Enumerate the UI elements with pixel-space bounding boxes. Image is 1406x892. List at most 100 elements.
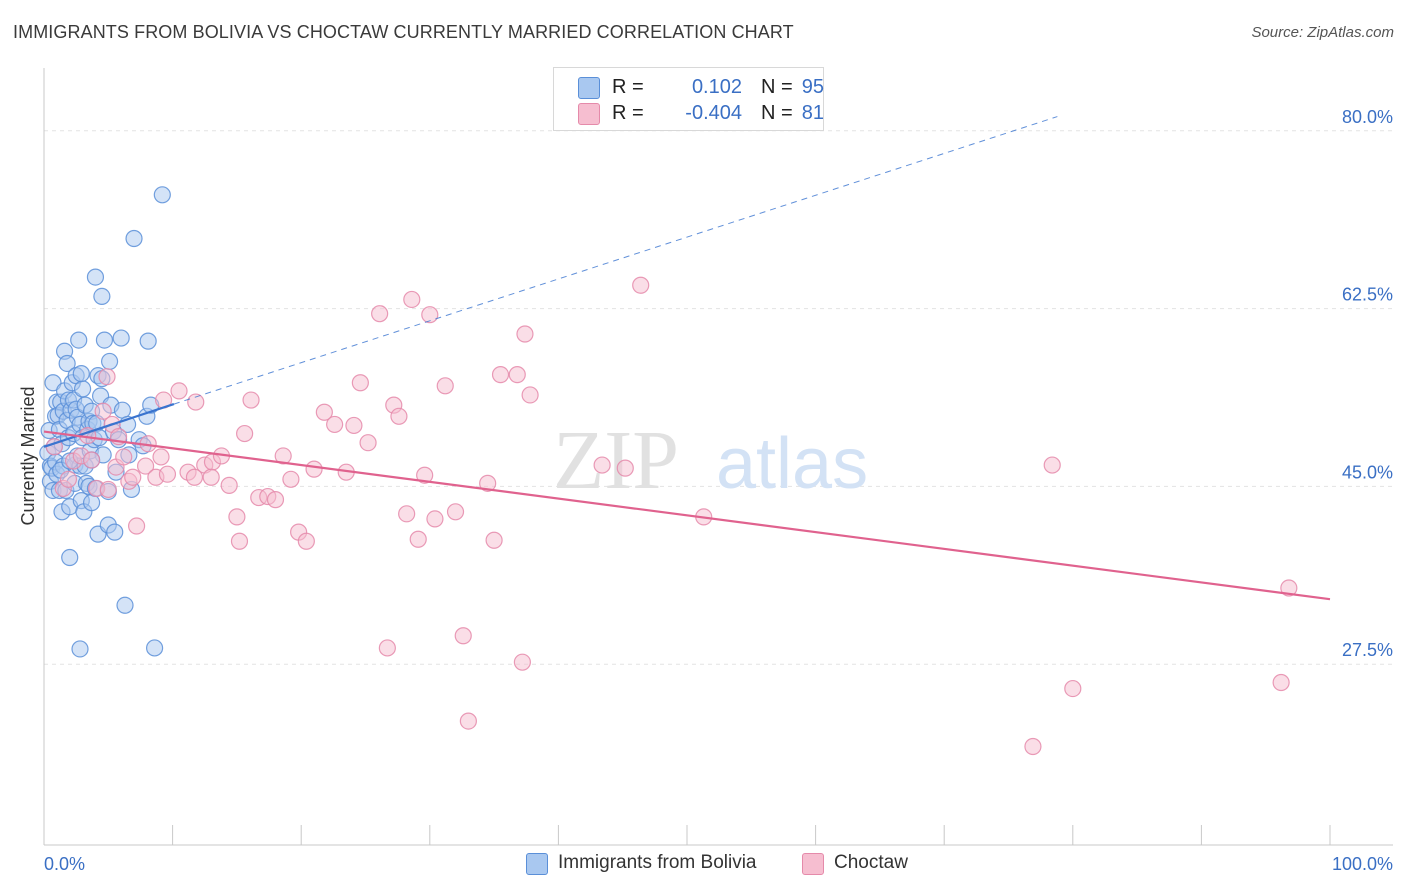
bolivia-point	[125, 229, 143, 248]
choctaw-swatch	[802, 853, 824, 875]
choctaw-point	[485, 531, 503, 549]
bolivia-point	[70, 331, 88, 349]
choctaw-point	[398, 505, 416, 523]
y-axis-label: Currently Married	[18, 386, 38, 525]
bolivia-trend-extension	[173, 116, 1058, 405]
r-label: R =	[612, 76, 644, 98]
bolivia-swatch	[526, 853, 548, 875]
n-value: 81	[801, 102, 824, 124]
choctaw-point	[202, 468, 220, 486]
choctaw-point	[115, 448, 133, 466]
choctaw-point	[459, 712, 477, 730]
bolivia-point	[71, 640, 89, 658]
choctaw-point	[593, 456, 611, 474]
bolivia-point	[61, 548, 79, 567]
tick-label-layer: 27.5% 45.0% 62.5% 80.0% 0.0% 100.0%	[44, 107, 1393, 874]
n-label: N =	[761, 102, 793, 124]
choctaw-swatch	[578, 103, 600, 125]
r-value: -0.404	[685, 102, 742, 124]
choctaw-point	[421, 306, 439, 324]
legend-label: Immigrants from Bolivia	[558, 852, 757, 873]
bolivia-point	[44, 374, 62, 392]
r-value: 0.102	[691, 76, 742, 98]
choctaw-point	[416, 466, 434, 484]
bolivia-point	[93, 287, 111, 306]
choctaw-point	[516, 325, 534, 343]
choctaw-point	[521, 386, 539, 404]
choctaw-point	[228, 508, 246, 526]
bolivia-point	[58, 354, 76, 373]
choctaw-point	[436, 377, 454, 395]
source-label: Source: ZipAtlas.com	[1251, 24, 1394, 41]
watermark-zip: ZIP	[553, 414, 679, 507]
choctaw-point	[152, 448, 170, 466]
choctaw-point	[127, 517, 146, 535]
x-tick-label: 0.0%	[44, 854, 85, 874]
choctaw-point	[1024, 737, 1042, 756]
choctaw-point	[158, 465, 177, 483]
choctaw-point	[426, 510, 444, 528]
choctaw-point	[230, 532, 249, 550]
watermark: ZIP atlas	[553, 414, 868, 507]
choctaw-point	[282, 470, 300, 488]
bolivia-point	[72, 365, 90, 383]
choctaw-point	[632, 276, 650, 294]
choctaw-point	[345, 416, 363, 435]
choctaw-point	[403, 290, 421, 309]
choctaw-trend-line	[43, 430, 1331, 601]
n-label: N =	[761, 76, 793, 98]
bolivia-trend-line	[43, 403, 175, 448]
choctaw-point	[315, 403, 333, 421]
correlation-legend: R = 0.102 N = 95 R = -0.404 N = 81	[553, 67, 824, 131]
choctaw-point	[1064, 679, 1082, 698]
choctaw-point	[513, 653, 531, 671]
bolivia-point	[86, 268, 105, 286]
choctaw-point	[136, 457, 155, 475]
series-legend: Immigrants from Bolivia Choctaw	[0, 850, 1406, 878]
choctaw-point	[508, 366, 526, 384]
points-layer	[39, 186, 1298, 756]
choctaw-point	[454, 627, 472, 645]
choctaw-point	[242, 391, 260, 409]
bolivia-point	[95, 331, 114, 349]
choctaw-point	[185, 468, 204, 486]
choctaw-point	[446, 503, 465, 521]
n-value: 95	[801, 76, 824, 98]
choctaw-point	[409, 530, 427, 548]
choctaw-point	[326, 415, 344, 434]
choctaw-point	[616, 459, 634, 477]
choctaw-point	[266, 491, 285, 509]
choctaw-point	[274, 447, 292, 465]
choctaw-point	[187, 393, 205, 411]
bolivia-point	[112, 329, 130, 347]
trend-layer	[43, 116, 1331, 601]
choctaw-point	[59, 470, 78, 488]
chart-title: IMMIGRANTS FROM BOLIVIA VS CHOCTAW CURRE…	[13, 22, 794, 42]
bolivia-point	[73, 380, 92, 398]
choctaw-point	[124, 468, 142, 486]
choctaw-point	[479, 474, 497, 492]
bolivia-point	[145, 639, 164, 657]
bolivia-point	[100, 352, 119, 371]
choctaw-point	[220, 476, 238, 494]
y-tick-label: 45.0%	[1342, 462, 1393, 482]
choctaw-point	[351, 374, 369, 392]
choctaw-point	[371, 305, 389, 323]
bolivia-point	[153, 186, 171, 204]
choctaw-point	[170, 382, 188, 400]
choctaw-point	[390, 407, 408, 425]
legend-label: Choctaw	[834, 852, 908, 873]
y-tick-label: 27.5%	[1342, 640, 1393, 660]
x-tick-label: 100.0%	[1332, 854, 1393, 874]
choctaw-point	[236, 424, 254, 443]
choctaw-point	[1280, 579, 1298, 597]
choctaw-point	[378, 639, 396, 657]
choctaw-point	[1272, 673, 1290, 692]
bolivia-point	[116, 596, 134, 614]
choctaw-point	[99, 480, 117, 499]
choctaw-point	[305, 460, 323, 478]
r-label: R =	[612, 102, 644, 124]
choctaw-point	[98, 368, 116, 386]
choctaw-point	[1043, 456, 1061, 474]
bolivia-point	[113, 401, 132, 419]
